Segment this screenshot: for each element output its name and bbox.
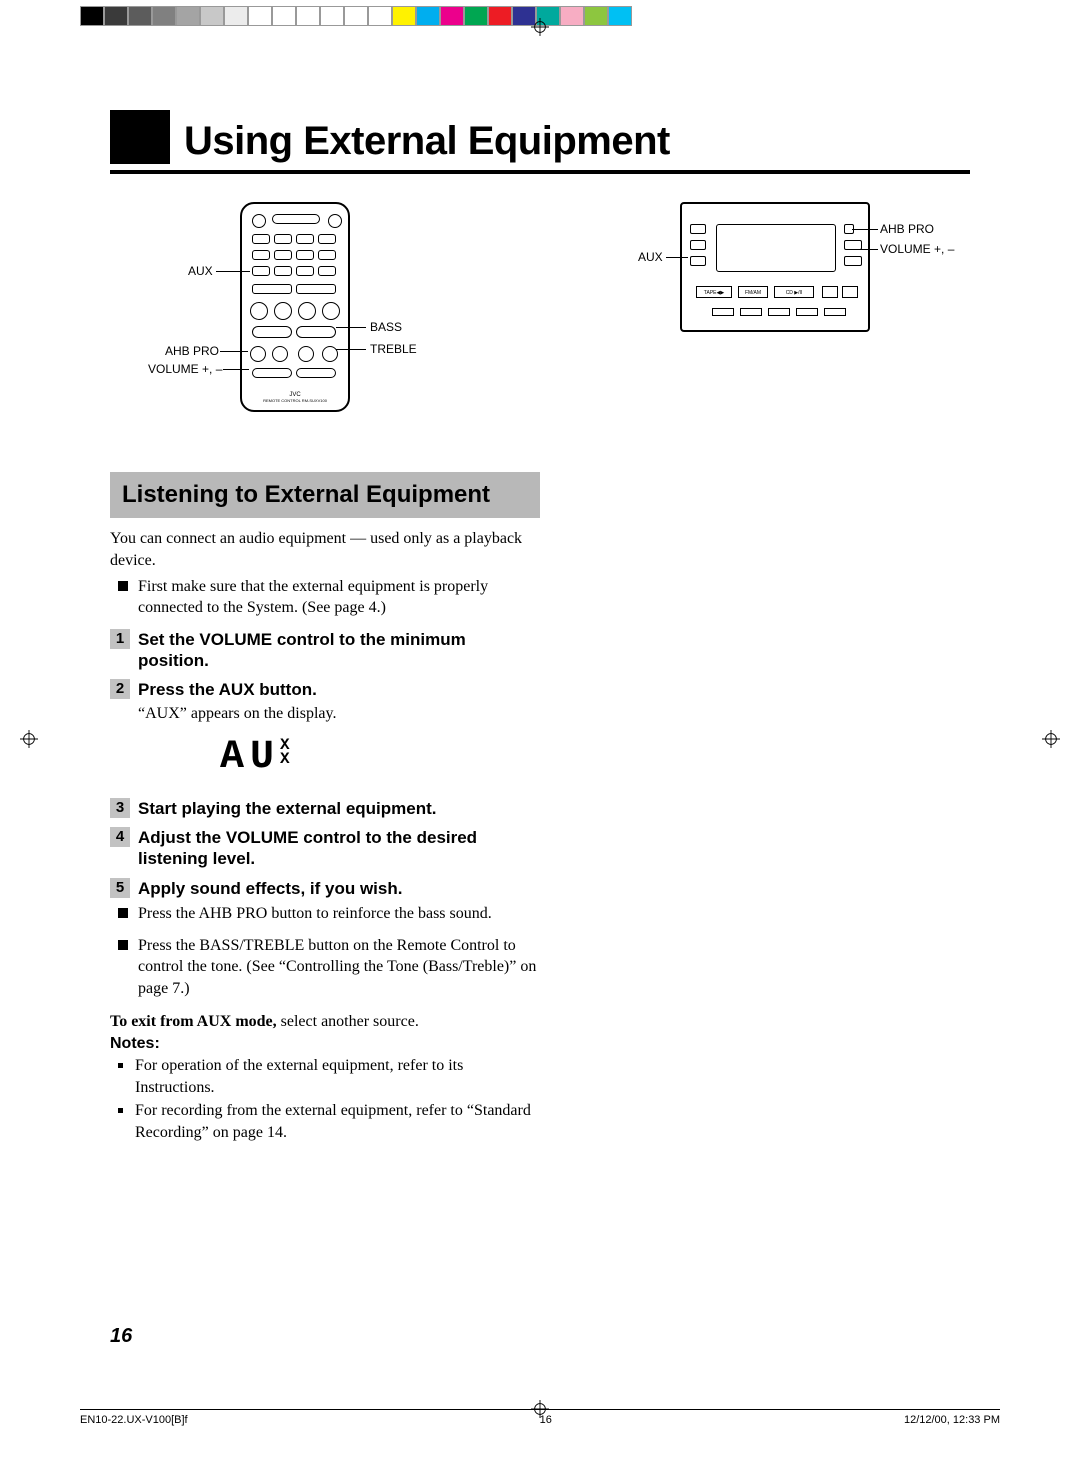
step-number: 5 bbox=[110, 878, 130, 898]
footer-center: 16 bbox=[540, 1414, 552, 1426]
remote-ahb-label: AHB PRO bbox=[165, 344, 219, 358]
step-text: Start playing the external equipment. bbox=[138, 798, 437, 819]
title-black-square bbox=[110, 110, 170, 164]
section-heading: Listening to External Equipment bbox=[110, 472, 540, 518]
intro-text: You can connect an audio equipment — use… bbox=[110, 528, 540, 571]
print-color-bar bbox=[80, 6, 632, 26]
step-number: 1 bbox=[110, 629, 130, 649]
step-number: 2 bbox=[110, 679, 130, 699]
remote-aux-label: AUX bbox=[188, 264, 213, 278]
page-number: 16 bbox=[110, 1325, 132, 1348]
notes-heading: Notes: bbox=[110, 1035, 540, 1053]
footer-left: EN10-22.UX-V100[B]f bbox=[80, 1414, 188, 1426]
sound-bullet: Press the BASS/TREBLE button on the Remo… bbox=[118, 935, 540, 1000]
page-title: Using External Equipment bbox=[184, 119, 670, 164]
footer-right: 12/12/00, 12:33 PM bbox=[904, 1414, 1000, 1426]
unit-ahb-label: AHB PRO bbox=[880, 222, 934, 236]
registration-mark-icon bbox=[20, 730, 38, 748]
remote-treble-label: TREBLE bbox=[370, 342, 417, 356]
step-number: 4 bbox=[110, 827, 130, 847]
step-text: Press the AUX button. bbox=[138, 679, 317, 700]
page-title-row: Using External Equipment bbox=[110, 110, 970, 174]
remote-diagram: JVCREMOTE CONTROL RM-SUXV100 AUX AHB PRO… bbox=[110, 202, 450, 422]
note-item: For recording from the external equipmen… bbox=[118, 1100, 540, 1143]
registration-mark-icon bbox=[1042, 730, 1060, 748]
footer: EN10-22.UX-V100[B]f 16 12/12/00, 12:33 P… bbox=[80, 1409, 1000, 1426]
unit-aux-label: AUX bbox=[638, 250, 663, 264]
remote-bass-label: BASS bbox=[370, 320, 402, 334]
step-text: Set the VOLUME control to the minimum po… bbox=[138, 629, 540, 672]
intro-bullet: First make sure that the external equipm… bbox=[118, 576, 540, 619]
step-number: 3 bbox=[110, 798, 130, 818]
note-item: For operation of the external equipment,… bbox=[118, 1055, 540, 1098]
sound-bullet: Press the AHB PRO button to reinforce th… bbox=[118, 903, 540, 925]
unit-volume-label: VOLUME +, – bbox=[880, 242, 954, 256]
step2-subtext: “AUX” appears on the display. bbox=[138, 703, 540, 725]
aux-display: AUXX bbox=[220, 735, 540, 780]
registration-mark-icon bbox=[531, 18, 549, 36]
step-text: Apply sound effects, if you wish. bbox=[138, 878, 402, 899]
exit-line: To exit from AUX mode, select another so… bbox=[110, 1013, 540, 1031]
step-text: Adjust the VOLUME control to the desired… bbox=[138, 827, 540, 870]
remote-volume-label: VOLUME +, – bbox=[148, 362, 222, 376]
main-unit-diagram: TAPE◀▶ FM/AM CD ▶/II AUX AHB PRO VOLUME … bbox=[590, 202, 970, 362]
